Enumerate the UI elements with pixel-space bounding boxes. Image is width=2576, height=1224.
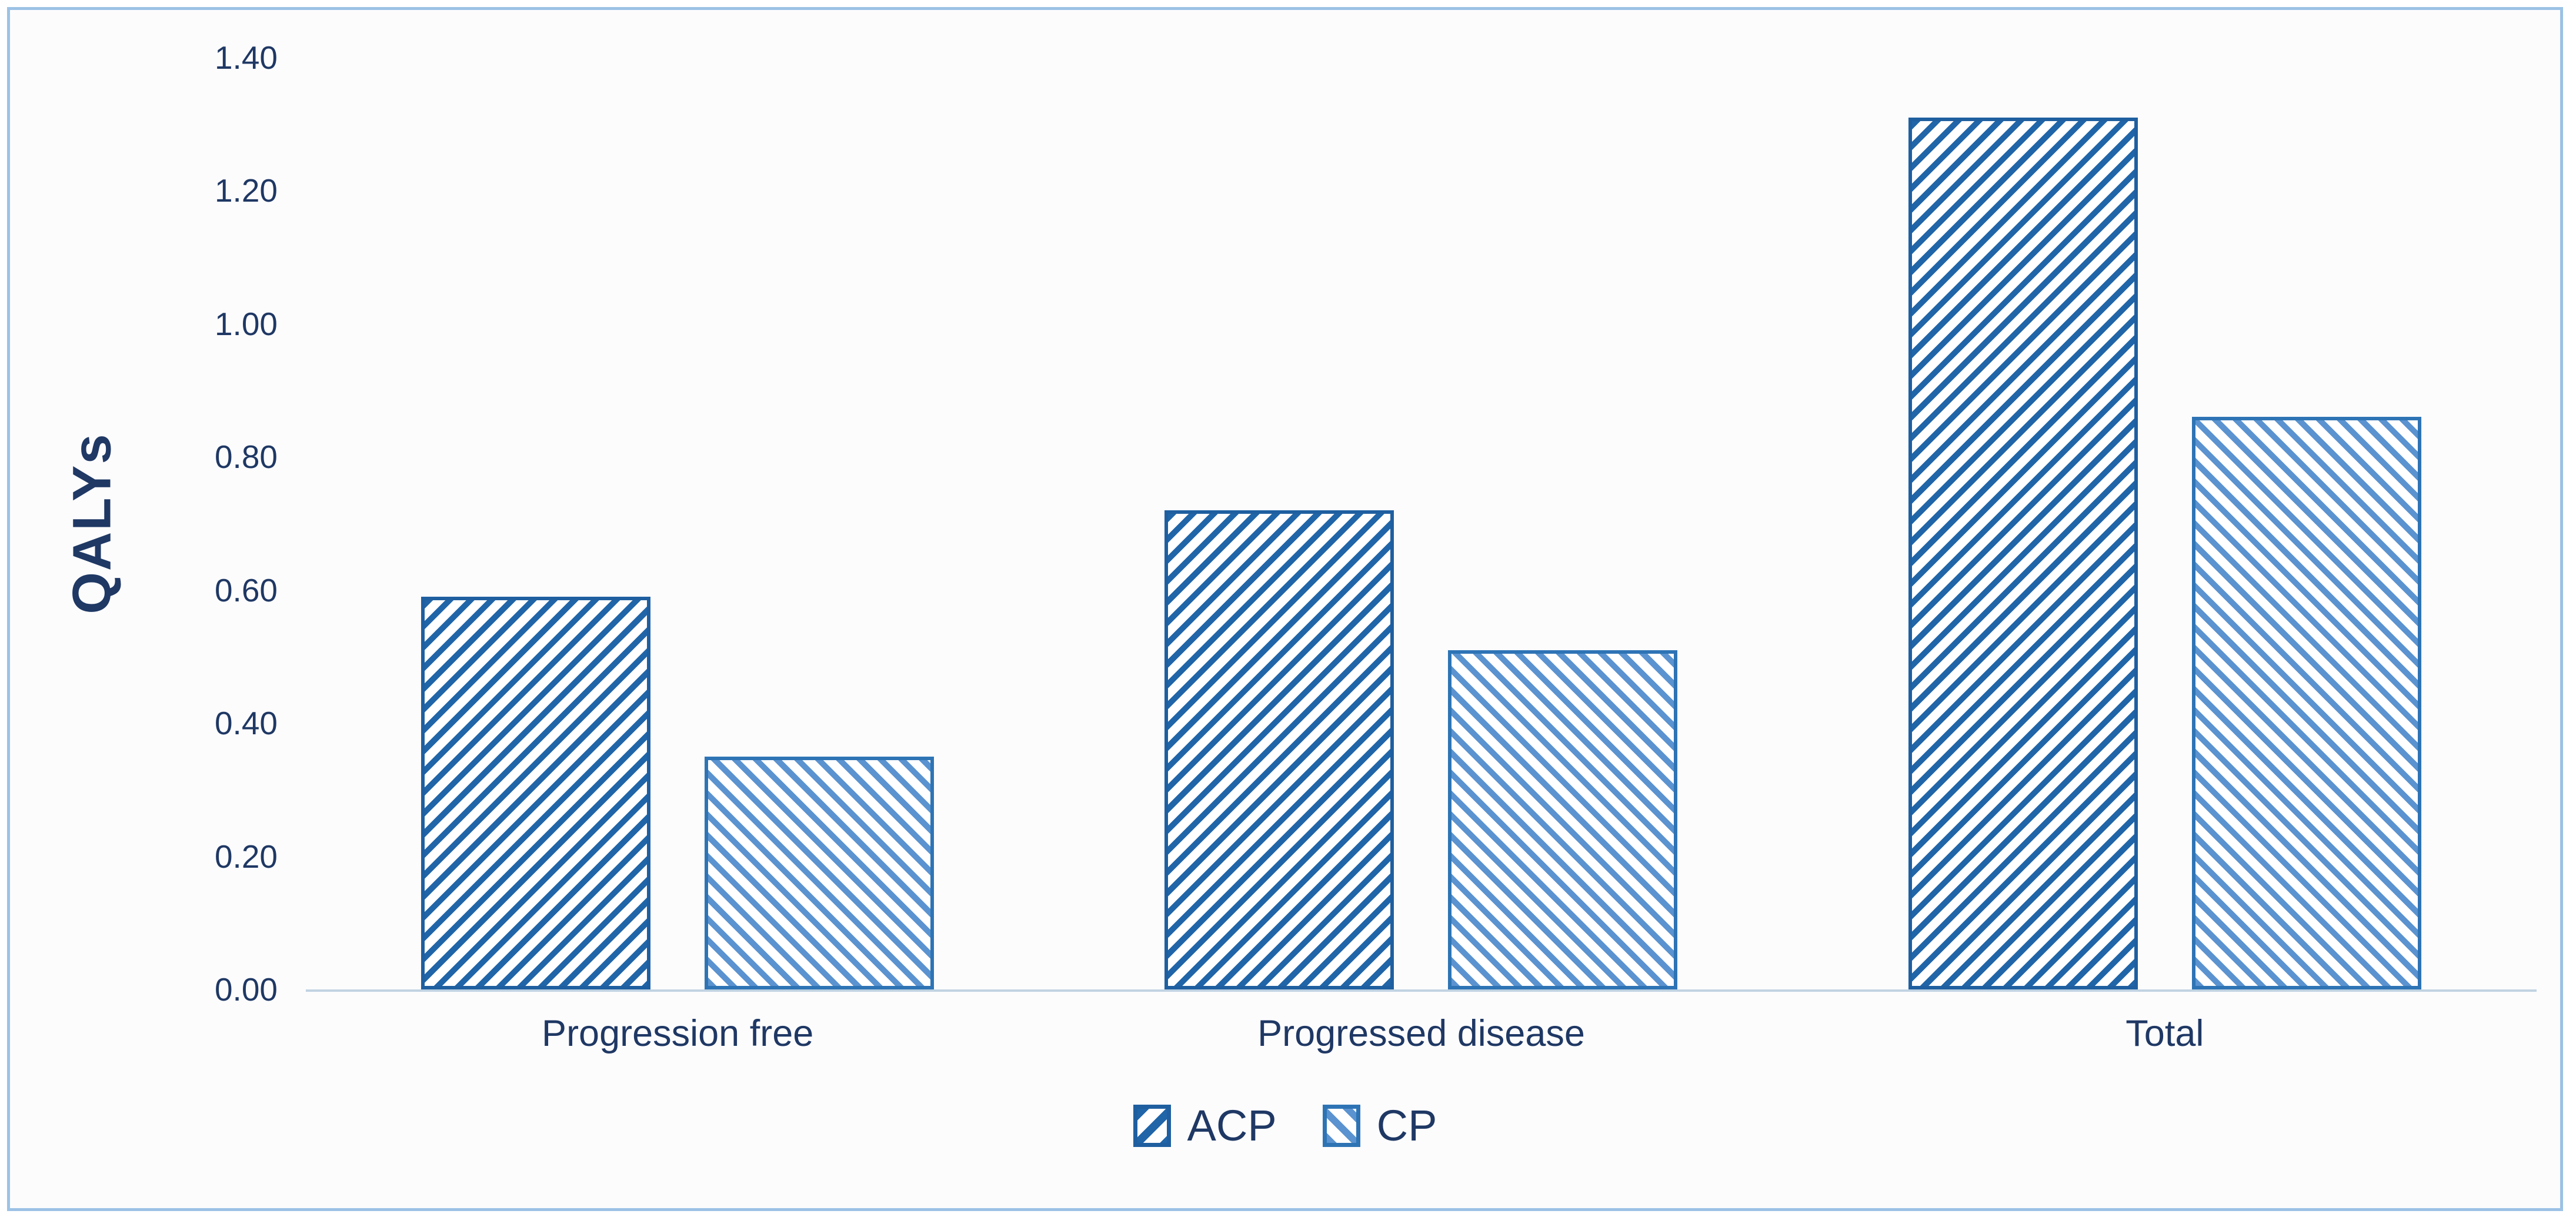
y-tick-1.40: 1.40 <box>214 39 278 76</box>
y-tick-0.40: 0.40 <box>214 705 278 742</box>
x-label-progressed-disease: Progressed disease <box>1257 1013 1585 1054</box>
bar-cp-progression-free <box>705 756 935 989</box>
y-axis-tick-labels: 1.40 1.20 1.00 0.80 0.60 0.40 0.20 0.00 <box>110 39 278 1008</box>
legend-label-cp: CP <box>1376 1101 1437 1150</box>
bar-acp-progressed-disease <box>1164 510 1394 989</box>
bar-groups <box>306 58 2537 989</box>
y-tick-0.00: 0.00 <box>214 971 278 1008</box>
y-tick-1.20: 1.20 <box>214 172 278 209</box>
y-tick-0.20: 0.20 <box>214 838 278 875</box>
y-tick-0.80: 0.80 <box>214 439 278 476</box>
legend-label-acp: ACP <box>1187 1101 1277 1150</box>
cp-hatch-swatch-icon <box>1322 1104 1360 1147</box>
legend-item-acp: ACP <box>1133 1101 1277 1151</box>
bar-cp-progressed-disease <box>1448 650 1678 989</box>
x-axis-labels: Progression free Progressed disease Total <box>306 1012 2537 1055</box>
bar-acp-total <box>1908 117 2138 989</box>
acp-hatch-swatch-icon <box>1133 1104 1171 1147</box>
plot-area <box>306 58 2537 992</box>
legend-item-cp: CP <box>1322 1101 1437 1151</box>
bar-group-total <box>1793 58 2537 989</box>
bar-group-progressed-disease <box>1049 58 1793 989</box>
x-label-total: Total <box>2125 1013 2204 1054</box>
x-label-progression-free: Progression free <box>542 1013 814 1054</box>
y-tick-1.00: 1.00 <box>214 305 278 342</box>
y-tick-0.60: 0.60 <box>214 571 278 608</box>
bar-cp-total <box>2191 417 2421 989</box>
bar-group-progression-free <box>306 58 1049 989</box>
chart-frame: QALYs 1.40 1.20 1.00 0.80 0.60 0.40 0.20 0.00 P… <box>7 7 2563 1211</box>
bar-acp-progression-free <box>421 597 651 989</box>
legend: ACP CP <box>10 1101 2560 1151</box>
